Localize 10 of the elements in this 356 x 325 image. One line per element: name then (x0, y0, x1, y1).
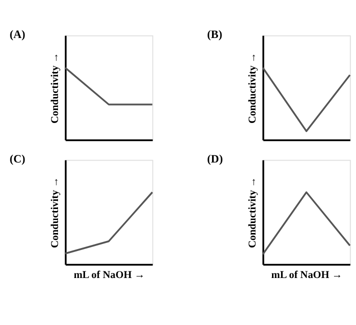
y-axis-title: Conductivity → (50, 52, 61, 124)
x-axis-title: mL of NaOH → (74, 270, 145, 281)
chart-title: (B) (207, 28, 222, 41)
x-axis-title: mL of NaOH → (271, 270, 342, 281)
chart-title: (C) (10, 153, 26, 166)
y-axis-title: Conductivity → (50, 176, 61, 248)
chart-title: (D) (207, 153, 224, 166)
chart-title: (A) (10, 28, 26, 41)
y-axis-title: Conductivity → (247, 176, 258, 248)
y-axis-title: Conductivity → (247, 52, 258, 124)
